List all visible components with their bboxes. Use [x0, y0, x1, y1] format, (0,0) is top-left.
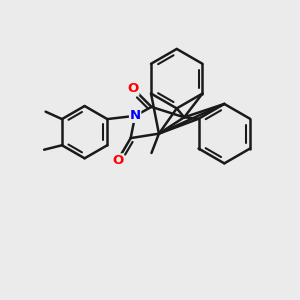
Text: O: O: [128, 82, 139, 95]
Text: N: N: [130, 109, 141, 122]
Text: O: O: [112, 154, 123, 167]
